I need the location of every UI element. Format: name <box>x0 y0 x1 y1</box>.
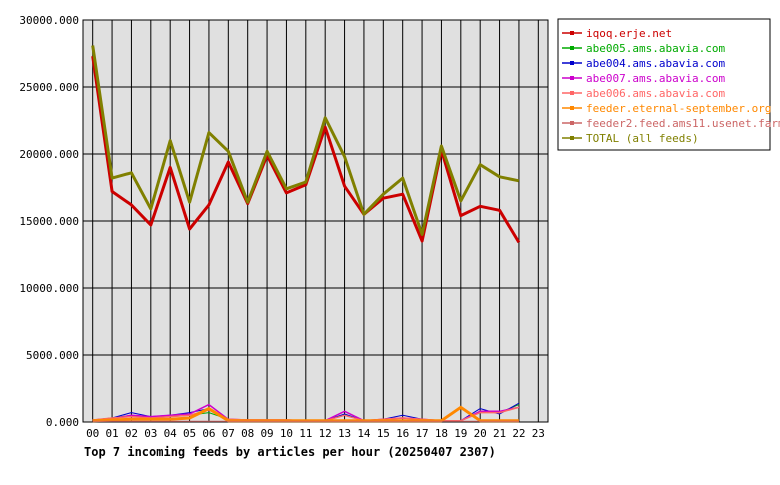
x-axis-ticks: 00 01 02 03 04 05 06 07 08 09 10 11 12 13 14 15 16 17 18 19… <box>86 427 545 440</box>
y-axis-ticks: 0.000 5000.000 10000.000 15000.000 20000.000… <box>19 14 79 429</box>
y-tick-label: 15000.000 <box>19 215 79 228</box>
series-line <box>92 405 519 423</box>
x-tick-label: 12 <box>319 427 332 440</box>
legend-label: abe006.ams.abavia.com <box>586 87 725 100</box>
y-tick-label: 30000.000 <box>19 14 79 27</box>
legend-marker <box>570 61 574 65</box>
legend-label: abe007.ams.abavia.com <box>586 72 725 85</box>
legend-marker <box>570 136 574 140</box>
chart-title: Top 7 incoming feeds by articles per hou… <box>84 445 496 459</box>
y-tick-label: 20000.000 <box>19 148 79 161</box>
legend: iqoq.erje.net abe005.ams.abavia.com abe004… <box>557 18 780 151</box>
x-tick-label: 19 <box>454 427 467 440</box>
x-tick-label: 02 <box>125 427 138 440</box>
legend-label: feeder.eternal-september.org <box>586 102 771 115</box>
x-tick-label: 06 <box>202 427 215 440</box>
legend-label: abe004.ams.abavia.com <box>586 57 725 70</box>
x-tick-label: 10 <box>280 427 293 440</box>
legend-label: TOTAL (all feeds) <box>586 132 699 145</box>
legend-label: feeder2.feed.ams11.usenet.farm <box>586 117 780 130</box>
legend-marker <box>570 31 574 35</box>
legend-marker <box>570 91 574 95</box>
x-tick-label: 00 <box>86 427 99 440</box>
y-tick-label: 0.000 <box>46 416 79 429</box>
legend-marker <box>570 106 574 110</box>
grid <box>83 20 548 422</box>
legend-label: iqoq.erje.net <box>586 27 672 40</box>
series-line <box>91 45 520 236</box>
series-line <box>91 55 521 244</box>
x-tick-label: 23 <box>532 427 545 440</box>
x-tick-label: 07 <box>222 427 235 440</box>
y-tick-label: 5000.000 <box>26 349 79 362</box>
legend-label: abe005.ams.abavia.com <box>586 42 725 55</box>
x-tick-label: 15 <box>377 427 390 440</box>
x-tick-label: 08 <box>241 427 254 440</box>
x-tick-label: 04 <box>164 427 178 440</box>
y-tick-label: 10000.000 <box>19 282 79 295</box>
legend-marker <box>570 121 574 125</box>
x-tick-label: 21 <box>493 427 506 440</box>
x-tick-label: 14 <box>357 427 371 440</box>
x-tick-label: 13 <box>338 427 351 440</box>
x-tick-label: 20 <box>474 427 487 440</box>
legend-box <box>557 18 771 151</box>
y-tick-label: 25000.000 <box>19 81 79 94</box>
x-tick-label: 03 <box>144 427 157 440</box>
x-tick-label: 11 <box>299 427 312 440</box>
x-tick-label: 18 <box>435 427 448 440</box>
x-tick-label: 16 <box>396 427 409 440</box>
x-tick-label: 09 <box>260 427 273 440</box>
x-tick-label: 17 <box>415 427 428 440</box>
x-tick-label: 22 <box>512 427 525 440</box>
series-lines <box>91 45 521 423</box>
legend-marker <box>570 76 574 80</box>
x-tick-label: 01 <box>105 427 118 440</box>
x-tick-label: 05 <box>183 427 196 440</box>
legend-marker <box>570 46 574 50</box>
